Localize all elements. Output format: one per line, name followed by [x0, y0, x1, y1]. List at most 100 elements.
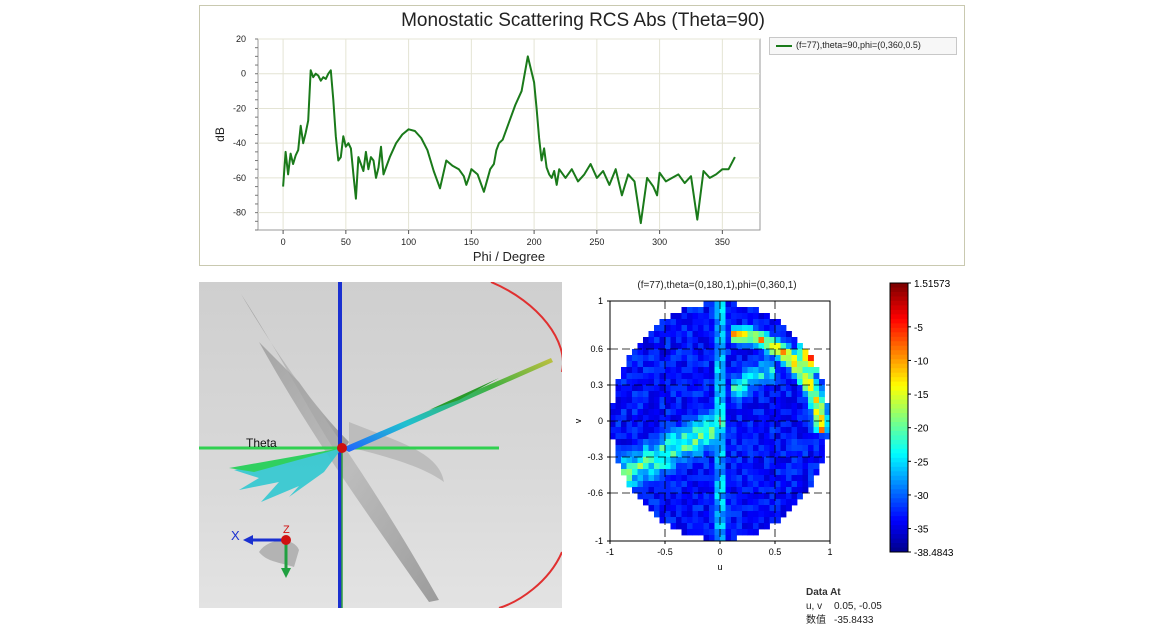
heatmap-cell: [648, 355, 655, 362]
heatmap-cell: [753, 343, 759, 350]
heatmap-cell: [731, 373, 737, 380]
heatmap-cell: [654, 355, 660, 362]
heatmap-cell: [797, 481, 803, 488]
heatmap-cell: [665, 499, 671, 506]
heatmap-cell: [692, 421, 699, 428]
heatmap-cell: [665, 349, 671, 356]
heatmap-cell: [676, 481, 682, 488]
heatmap-cell: [670, 403, 677, 410]
heatmap-cell: [753, 403, 759, 410]
uv-heatmap-svg[interactable]: 1 0.6 0.3 0 -0.3 -0.6 -1-1 -0.5 0 0.5 1 u v: [572, 278, 862, 588]
heatmap-cell: [709, 343, 715, 350]
heatmap-cell: [681, 427, 688, 434]
heatmap-cell: [813, 457, 820, 464]
heatmap-cell: [753, 439, 759, 446]
heatmap-cell: [714, 409, 721, 416]
heatmap-cell: [720, 421, 726, 428]
colorbar-band: [890, 484, 908, 490]
heatmap-cell: [681, 415, 688, 422]
heatmap-cell: [802, 463, 809, 470]
heatmap-cell: [758, 367, 765, 374]
heatmap-cell: [775, 331, 781, 338]
heatmap-cell: [725, 319, 732, 326]
heatmap-cell: [676, 451, 682, 458]
heatmap-cell: [780, 349, 787, 356]
heatmap-cell: [703, 391, 710, 398]
heatmap-cell: [725, 433, 732, 440]
axis-triad: [243, 535, 299, 578]
heatmap-cell: [643, 385, 649, 392]
heatmap-cell: [808, 469, 814, 476]
heatmap-cell: [797, 439, 803, 446]
heatmap-cell: [681, 499, 688, 506]
heatmap-cell: [632, 397, 638, 404]
heatmap-cell: [714, 493, 721, 500]
heatmap-cell: [725, 313, 732, 320]
heatmap-cell: [670, 355, 677, 362]
heatmap-cell: [786, 367, 792, 374]
heatmap-cell: [615, 457, 622, 464]
heatmap-cell: [791, 397, 798, 404]
heatmap-cell: [731, 403, 737, 410]
heatmap-cell: [681, 403, 688, 410]
heatmap-cell: [648, 457, 655, 464]
heatmap-cell: [610, 409, 616, 416]
heatmap-cell: [709, 451, 715, 458]
heatmap-cell: [758, 337, 765, 344]
heatmap-cell: [736, 415, 743, 422]
heatmap-cell: [665, 457, 671, 464]
heatmap-cell: [703, 349, 710, 356]
heatmap-cell: [692, 343, 699, 350]
heatmap-cell: [714, 385, 721, 392]
heatmap-cell: [714, 475, 721, 482]
3d-view[interactable]: Theta X Z: [199, 282, 562, 608]
heatmap-cell: [819, 409, 825, 416]
heatmap-cell: [797, 409, 803, 416]
heatmap-cell: [676, 355, 682, 362]
heatmap-cell: [681, 379, 688, 386]
heatmap-cell: [758, 517, 765, 524]
heatmap-cell: [687, 355, 693, 362]
heatmap-cell: [731, 367, 737, 374]
heatmap-cell: [676, 409, 682, 416]
heatmap-cell: [670, 457, 677, 464]
heatmap-cell: [742, 349, 748, 356]
heatmap-cell: [714, 463, 721, 470]
rcs-legend[interactable]: (f=77),theta=90,phi=(0,360,0.5): [769, 37, 957, 55]
heatmap-cell: [780, 343, 787, 350]
heatmap-cell: [720, 385, 726, 392]
heatmap-cell: [758, 319, 765, 326]
colorbar-tick-label: -5: [914, 323, 923, 334]
heatmap-cell: [648, 475, 655, 482]
heatmap-cell: [698, 433, 704, 440]
heatmap-cell: [775, 493, 781, 500]
heatmap-cell: [797, 361, 803, 368]
heatmap-cell: [665, 439, 671, 446]
heatmap-cell: [709, 505, 715, 512]
colorbar-band: [890, 444, 908, 450]
heatmap-cell: [698, 517, 704, 524]
heatmap-cell: [797, 487, 803, 494]
heatmap-cell: [659, 349, 666, 356]
heatmap-cell: [791, 367, 798, 374]
heatmap-cell: [687, 523, 693, 530]
heatmap-cell: [808, 445, 814, 452]
u-tick-label: -0.5: [657, 547, 673, 557]
heatmap-cell: [714, 505, 721, 512]
heatmap-cell: [725, 379, 732, 386]
heatmap-cell: [786, 469, 792, 476]
heatmap-cell: [731, 535, 737, 542]
heatmap-cell: [736, 493, 743, 500]
colorbar-band: [890, 471, 908, 477]
heatmap-cell: [753, 505, 759, 512]
heatmap-cell: [698, 451, 704, 458]
heatmap-cell: [725, 445, 732, 452]
heatmap-cell: [615, 409, 622, 416]
colorbar-band: [890, 543, 908, 549]
heatmap-cell: [753, 499, 759, 506]
heatmap-cell: [731, 397, 737, 404]
heatmap-cell: [681, 373, 688, 380]
heatmap-cell: [681, 517, 688, 524]
heatmap-cell: [725, 481, 732, 488]
heatmap-cell: [742, 409, 748, 416]
